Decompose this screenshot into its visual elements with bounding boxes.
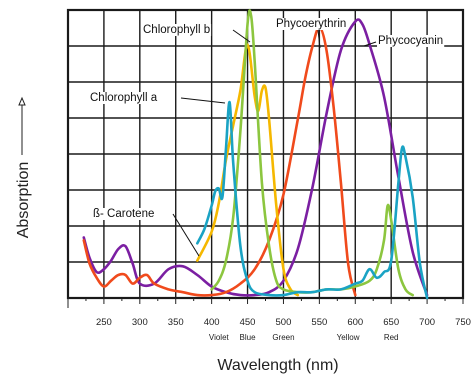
chlorophyll-b-line — [210, 9, 414, 297]
color-band-label: Yellow — [337, 333, 360, 342]
color-band-label: Blue — [240, 333, 257, 342]
annotation-label: ß- Carotene — [93, 208, 154, 220]
x-tick-label: 750 — [455, 317, 471, 328]
annotation-leader-line — [232, 29, 251, 43]
annotation-background — [142, 24, 212, 36]
x-tick-label: 300 — [132, 317, 148, 328]
annotation-label: Chlorophyll a — [90, 92, 158, 104]
color-band-label: Red — [384, 333, 399, 342]
y-axis-title: Absorption — [15, 96, 32, 239]
annotation-background — [377, 35, 445, 47]
x-tick-label: 350 — [168, 317, 184, 328]
x-axis-title: Wavelength (nm) — [217, 357, 338, 374]
phycocyanin-line — [82, 18, 429, 297]
annotation-background — [92, 208, 156, 220]
x-tick-label: 700 — [419, 317, 435, 328]
x-tick-label: 550 — [311, 317, 327, 328]
color-band-labels: Violet Blue Green Yellow Red — [209, 333, 399, 342]
x-tick-label: 250 — [96, 317, 112, 328]
annotation-leader-line — [317, 29, 321, 49]
color-band-label: Green — [272, 333, 294, 342]
color-band-label: Violet — [209, 333, 230, 342]
annotation-background — [89, 92, 159, 104]
annotation-label: Phycocyanin — [378, 35, 443, 47]
chlorophyll-a-line — [196, 100, 429, 300]
y-axis-arrow-head — [18, 96, 26, 106]
phycoerythrin-line — [82, 26, 357, 297]
x-tick-label: 650 — [383, 317, 399, 328]
annotation-leader-line — [172, 213, 200, 257]
annotation-label: Phycoerythrin — [276, 18, 346, 30]
annotation-leader-line — [363, 41, 377, 47]
x-tick-label: 500 — [276, 317, 292, 328]
annotation-background — [275, 18, 348, 30]
x-tick-label: 600 — [347, 317, 363, 328]
series-layer — [82, 9, 429, 300]
annotation-label: Chlorophyll b — [143, 24, 210, 36]
x-axis-ticks: 250 300 350 400 450 500 550 600 650 700 750 — [67, 298, 471, 328]
y-axis-title-text: Absorption — [15, 162, 32, 239]
annotation-leader-line — [180, 97, 226, 104]
annotations-layer: Chlorophyll b Phycoerythrin Phycocyanin Chl… — [89, 18, 445, 257]
x-tick-label: 400 — [204, 317, 220, 328]
x-tick-label: 450 — [240, 317, 256, 328]
